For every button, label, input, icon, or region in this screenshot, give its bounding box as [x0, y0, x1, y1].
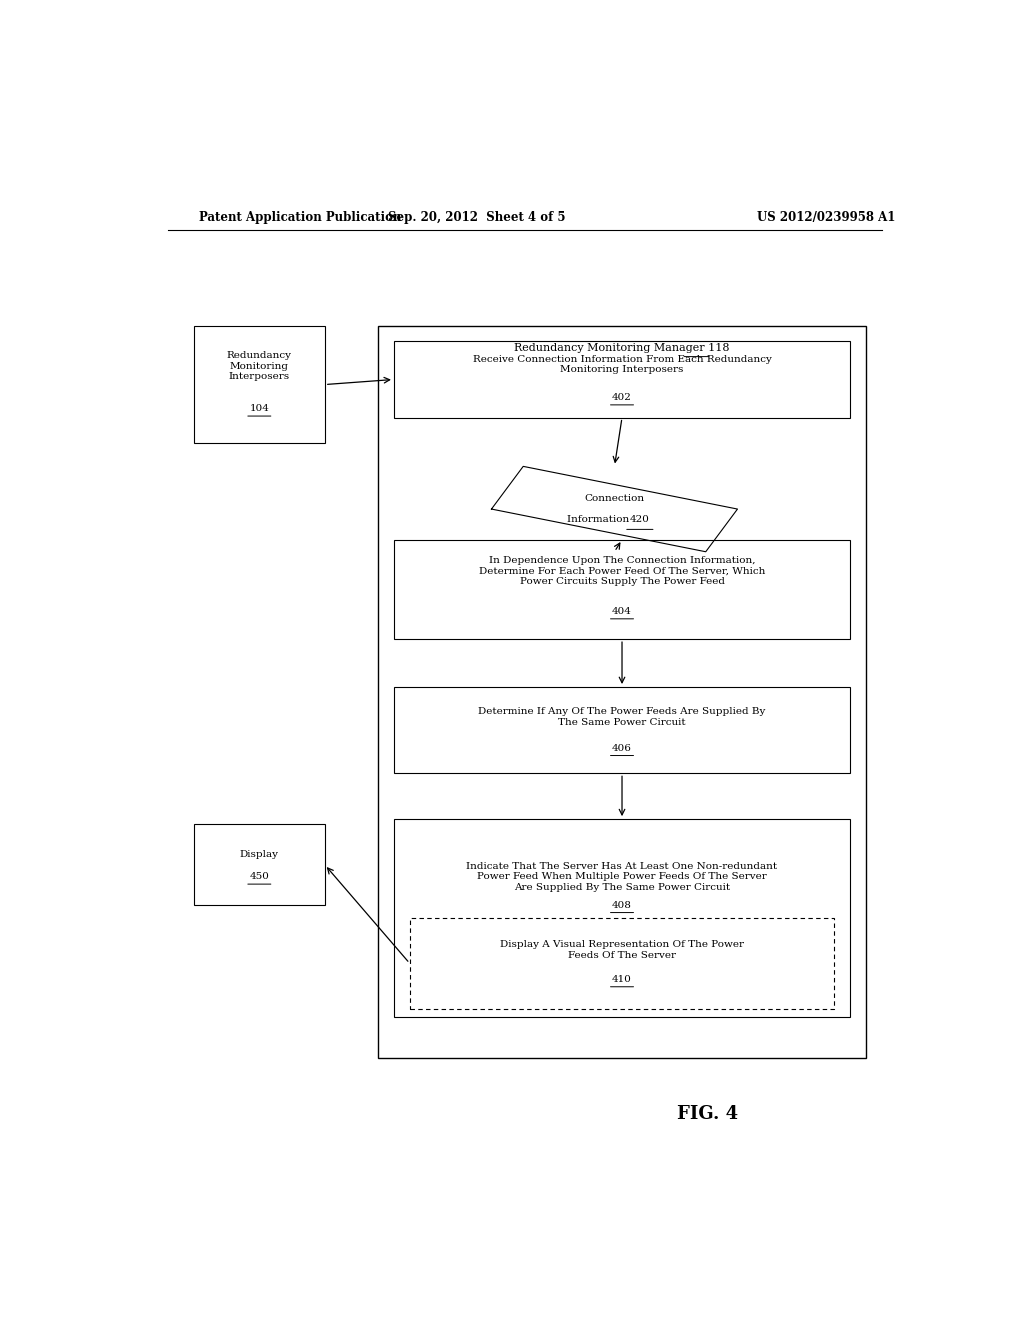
- Text: FIG. 4: FIG. 4: [677, 1105, 738, 1123]
- Text: 408: 408: [612, 902, 632, 909]
- Text: In Dependence Upon The Connection Information,
Determine For Each Power Feed Of : In Dependence Upon The Connection Inform…: [479, 556, 765, 586]
- Text: 410: 410: [612, 975, 632, 985]
- Bar: [394, 540, 850, 639]
- Text: Indicate That The Server Has At Least One Non-redundant
Power Feed When Multiple: Indicate That The Server Has At Least On…: [467, 862, 777, 892]
- Text: Redundancy
Monitoring
Interposers: Redundancy Monitoring Interposers: [227, 351, 292, 381]
- Text: 406: 406: [612, 744, 632, 752]
- Text: US 2012/0239958 A1: US 2012/0239958 A1: [757, 211, 896, 224]
- Bar: [194, 326, 325, 444]
- Text: 404: 404: [612, 607, 632, 616]
- Bar: [194, 824, 325, 906]
- Text: Information: Information: [567, 515, 633, 524]
- Bar: [394, 818, 850, 1018]
- Bar: [410, 917, 835, 1008]
- Text: Determine If Any Of The Power Feeds Are Supplied By
The Same Power Circuit: Determine If Any Of The Power Feeds Are …: [478, 708, 766, 726]
- Text: Redundancy Monitoring Manager 118: Redundancy Monitoring Manager 118: [514, 343, 730, 354]
- Bar: [378, 326, 866, 1057]
- Text: Display A Visual Representation Of The Power
Feeds Of The Server: Display A Visual Representation Of The P…: [500, 940, 744, 960]
- Text: Receive Connection Information From Each Redundancy
Monitoring Interposers: Receive Connection Information From Each…: [473, 355, 771, 374]
- Text: Display: Display: [240, 850, 279, 859]
- Text: Sep. 20, 2012  Sheet 4 of 5: Sep. 20, 2012 Sheet 4 of 5: [388, 211, 566, 224]
- Text: 450: 450: [250, 873, 269, 882]
- Bar: [394, 686, 850, 774]
- Text: 104: 104: [250, 404, 269, 413]
- Bar: [394, 342, 850, 417]
- Text: 420: 420: [630, 515, 650, 524]
- Text: Connection: Connection: [585, 495, 644, 503]
- Text: Patent Application Publication: Patent Application Publication: [200, 211, 402, 224]
- Text: 402: 402: [612, 393, 632, 403]
